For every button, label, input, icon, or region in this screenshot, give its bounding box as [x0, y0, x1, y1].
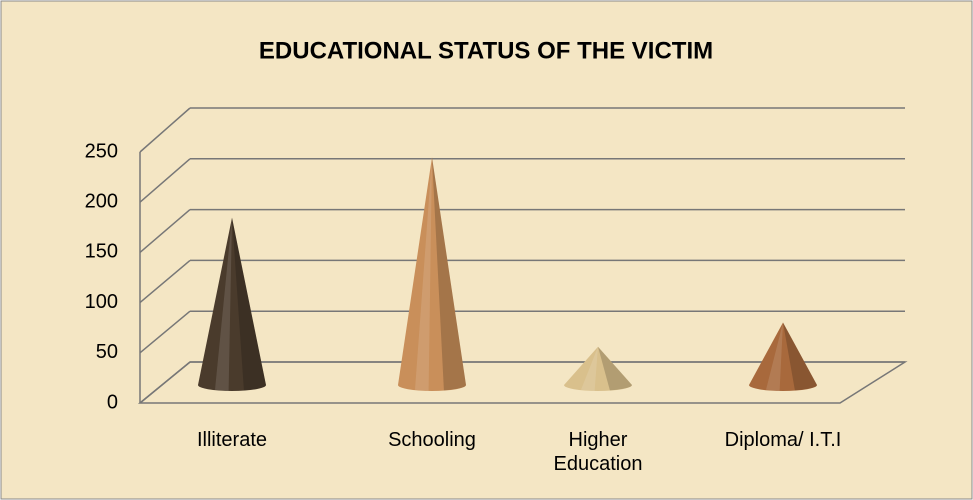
x-tick-label: Higher Education	[543, 428, 653, 476]
y-tick-label: 200	[85, 190, 118, 212]
y-tick-label: 50	[96, 341, 118, 363]
y-tick-label: 100	[85, 291, 118, 313]
x-tick-label: Schooling	[342, 428, 522, 452]
chart-frame: EDUCATIONAL STATUS OF THE VICTIM 0 50 100 1…	[0, 0, 973, 500]
chart: EDUCATIONAL STATUS OF THE VICTIM 0 50 100 1…	[0, 0, 973, 500]
y-tick-label: 0	[107, 391, 118, 413]
x-tick-label: Illiterate	[142, 428, 322, 452]
x-tick-label: Diploma/ I.T.I	[693, 428, 873, 452]
chart-background	[1, 1, 972, 499]
chart-title: EDUCATIONAL STATUS OF THE VICTIM	[259, 37, 713, 64]
y-tick-label: 150	[85, 241, 118, 263]
y-tick-label: 250	[85, 140, 118, 162]
